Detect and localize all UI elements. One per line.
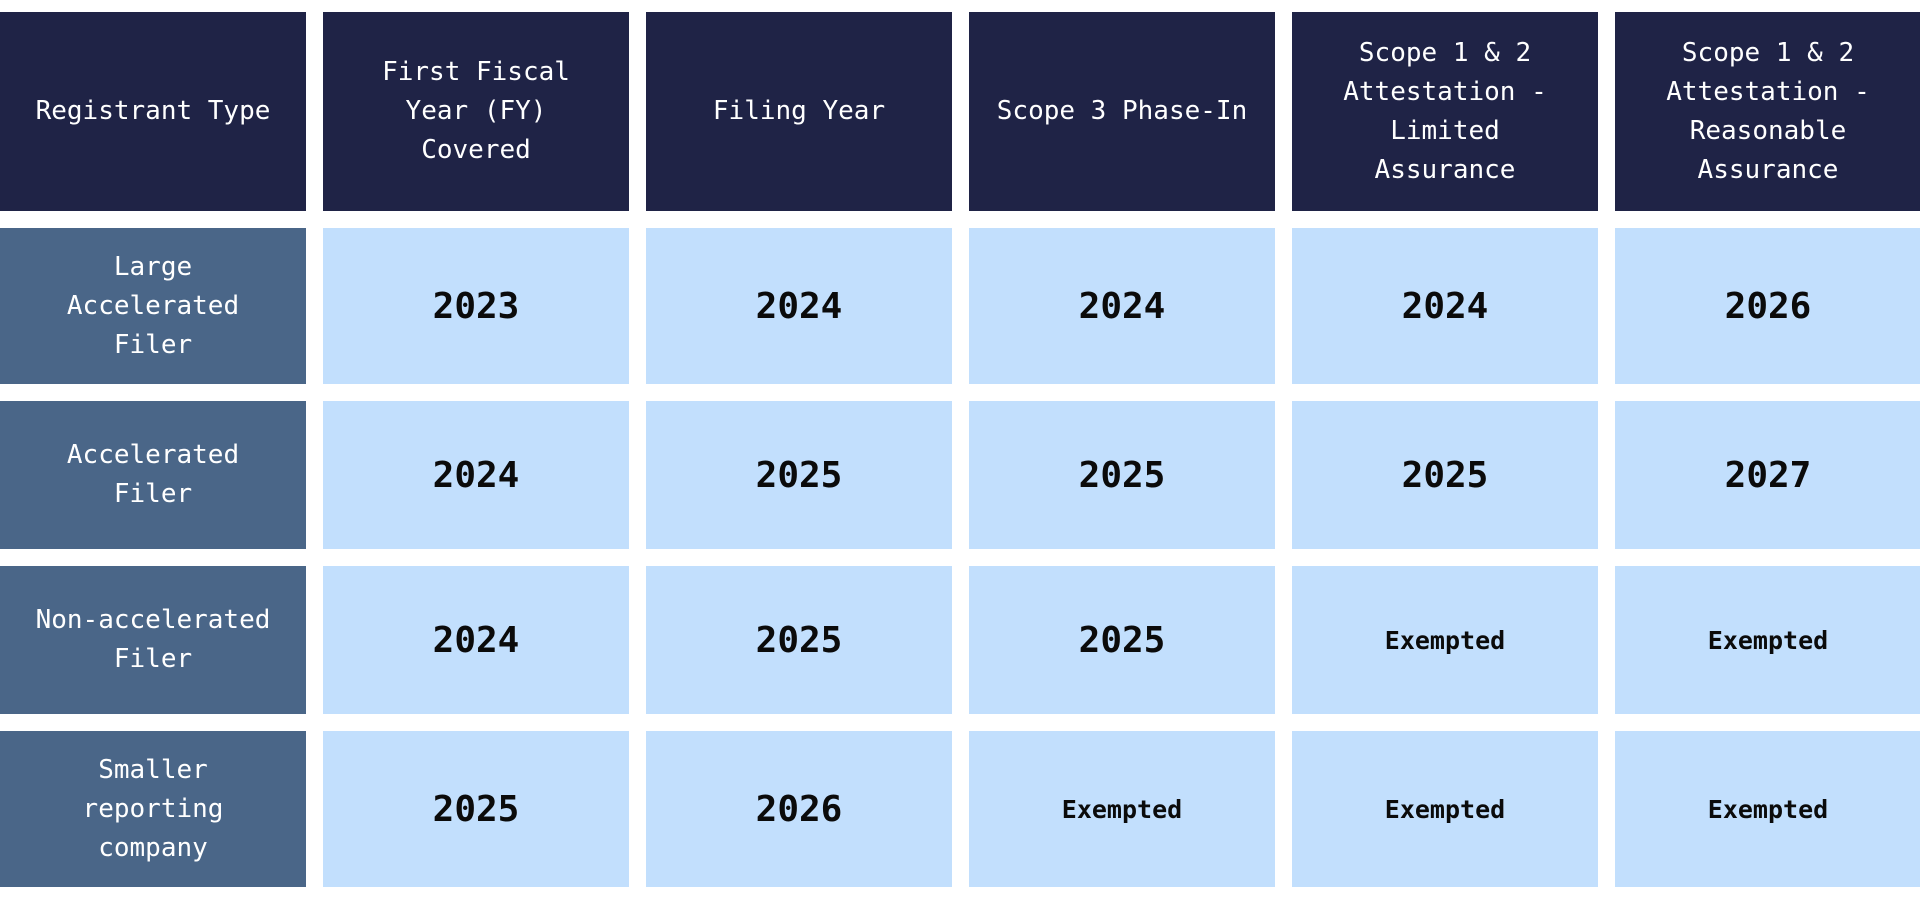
row-registrant-type: Non-accelerated Filer bbox=[0, 566, 306, 714]
cell-reasonable-assurance: 2026 bbox=[1615, 228, 1920, 384]
cell-first-fy: 2024 bbox=[323, 566, 629, 714]
row-registrant-type: Accelerated Filer bbox=[0, 401, 306, 549]
cell-filing-year: 2024 bbox=[646, 228, 952, 384]
cell-limited-assurance: Exempted bbox=[1292, 731, 1598, 887]
header-scope3-phase-in: Scope 3 Phase-In bbox=[969, 12, 1275, 211]
cell-first-fy: 2025 bbox=[323, 731, 629, 887]
cell-scope3: 2025 bbox=[969, 401, 1275, 549]
cell-limited-assurance: 2025 bbox=[1292, 401, 1598, 549]
cell-reasonable-assurance: Exempted bbox=[1615, 731, 1920, 887]
cell-scope3: 2025 bbox=[969, 566, 1275, 714]
cell-reasonable-assurance: 2027 bbox=[1615, 401, 1920, 549]
row-registrant-type: Large Accelerated Filer bbox=[0, 228, 306, 384]
cell-first-fy: 2023 bbox=[323, 228, 629, 384]
header-limited-assurance: Scope 1 & 2 Attestation - Limited Assura… bbox=[1292, 12, 1598, 211]
header-reasonable-assurance: Scope 1 & 2 Attestation - Reasonable Ass… bbox=[1615, 12, 1920, 211]
cell-limited-assurance: Exempted bbox=[1292, 566, 1598, 714]
cell-reasonable-assurance: Exempted bbox=[1615, 566, 1920, 714]
cell-filing-year: 2026 bbox=[646, 731, 952, 887]
cell-filing-year: 2025 bbox=[646, 566, 952, 714]
cell-limited-assurance: 2024 bbox=[1292, 228, 1598, 384]
cell-scope3: Exempted bbox=[969, 731, 1275, 887]
header-first-fiscal-year: First Fiscal Year (FY) Covered bbox=[323, 12, 629, 211]
cell-first-fy: 2024 bbox=[323, 401, 629, 549]
row-registrant-type: Smaller reporting company bbox=[0, 731, 306, 887]
header-filing-year: Filing Year bbox=[646, 12, 952, 211]
cell-scope3: 2024 bbox=[969, 228, 1275, 384]
header-registrant-type: Registrant Type bbox=[0, 12, 306, 211]
cell-filing-year: 2025 bbox=[646, 401, 952, 549]
